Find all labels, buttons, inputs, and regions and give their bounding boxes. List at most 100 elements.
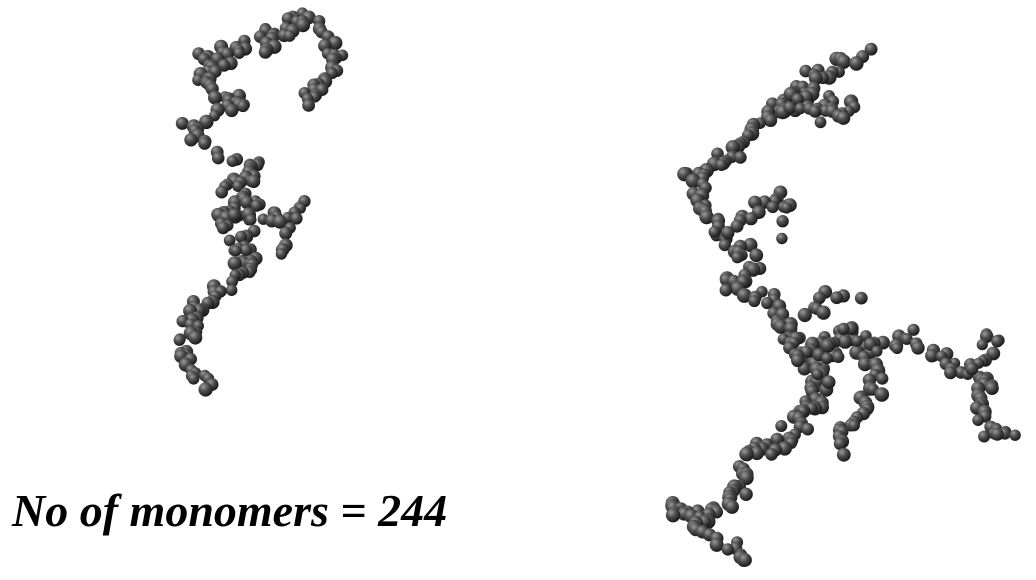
monomer-sphere xyxy=(225,284,238,297)
monomer-sphere xyxy=(240,195,254,209)
right-aggregate-cluster xyxy=(665,42,1021,567)
monomer-sphere xyxy=(776,215,789,228)
monomer-sphere xyxy=(734,151,747,164)
monomer-sphere xyxy=(990,427,1004,441)
monomer-sphere xyxy=(848,419,860,432)
monomer-sphere xyxy=(791,353,805,367)
monomer-sphere xyxy=(891,342,903,354)
monomer-sphere xyxy=(854,291,868,305)
monomer-sphere xyxy=(184,133,198,147)
monomer-sphere xyxy=(849,56,864,71)
monomer-sphere xyxy=(258,45,272,59)
monomer-sphere xyxy=(295,18,311,33)
monomer-sphere xyxy=(820,338,835,353)
monomer-sphere xyxy=(748,295,761,308)
monomer-sphere xyxy=(830,291,844,305)
monomer-sphere xyxy=(250,199,263,212)
monomer-sphere xyxy=(976,339,988,351)
monomer-sphere xyxy=(230,245,242,257)
monomer-sphere xyxy=(761,296,774,310)
monomer-sphere xyxy=(775,420,788,432)
monomer-sphere xyxy=(808,71,823,85)
monomer-sphere xyxy=(821,352,833,365)
monomer-sphere xyxy=(198,382,213,397)
monomer-sphere xyxy=(247,174,261,188)
monomer-sphere xyxy=(302,99,315,112)
monomer-sphere xyxy=(836,447,851,462)
monomer-sphere xyxy=(764,113,778,127)
monomer-sphere xyxy=(808,105,822,118)
monomer-sphere xyxy=(290,212,303,225)
monomer-count-caption: No of monomers = 244 xyxy=(12,485,448,536)
monomer-sphere xyxy=(816,305,831,320)
monomer-sphere xyxy=(328,35,343,51)
monomer-sphere xyxy=(838,334,853,349)
monomer-sphere xyxy=(226,155,239,168)
monomer-sphere xyxy=(273,214,287,229)
monomer-sphere xyxy=(794,102,806,115)
monomer-sphere xyxy=(985,381,999,396)
monomer-sphere xyxy=(225,103,239,118)
monomer-sphere xyxy=(813,291,826,305)
monomer-sphere xyxy=(232,180,244,192)
monomer-sphere xyxy=(836,111,851,125)
monomer-sphere xyxy=(925,349,939,363)
monomer-sphere xyxy=(240,243,253,257)
monomer-sphere xyxy=(797,307,812,323)
monomer-sphere xyxy=(736,288,752,303)
monomer-sphere xyxy=(851,335,863,347)
monomer-sphere xyxy=(721,543,734,556)
monomer-sphere xyxy=(275,248,288,260)
monomer-sphere xyxy=(173,334,186,346)
monomer-sphere xyxy=(211,151,225,165)
monomer-sphere xyxy=(821,375,836,390)
monomer-sphere xyxy=(837,322,850,336)
monomer-sphere xyxy=(226,275,239,288)
monomer-sphere xyxy=(907,323,920,336)
monomer-sphere xyxy=(731,251,744,264)
monomer-sphere xyxy=(901,333,913,345)
monomer-sphere xyxy=(965,362,979,376)
monomer-sphere xyxy=(721,226,735,240)
monomer-sphere xyxy=(832,350,845,363)
monomer-sphere xyxy=(715,159,728,172)
monomer-sphere xyxy=(709,537,724,552)
monomer-sphere xyxy=(708,226,721,238)
monomer-sphere xyxy=(719,283,733,297)
monomer-sphere xyxy=(188,330,203,345)
monomer-sphere xyxy=(743,237,758,253)
monomer-sphere xyxy=(871,345,883,357)
monomer-sphere xyxy=(233,47,245,59)
monomer-sphere xyxy=(765,448,778,461)
monomer-sphere xyxy=(175,116,189,130)
monomer-sphere xyxy=(725,499,739,514)
monomer-sphere xyxy=(739,446,754,462)
monomer-sphere xyxy=(744,212,758,226)
monomer-sphere xyxy=(833,437,847,451)
monomer-sphere xyxy=(223,234,236,247)
monomer-sphere xyxy=(198,137,211,150)
monomer-sphere xyxy=(1009,429,1021,441)
monomer-sphere xyxy=(836,54,851,69)
monomer-sphere xyxy=(944,366,957,380)
monomer-sphere xyxy=(685,173,701,189)
monomer-sphere xyxy=(874,387,890,402)
monomer-sphere xyxy=(972,414,984,427)
monomer-sphere xyxy=(738,553,752,567)
monomer-sphere xyxy=(791,93,804,106)
monomer-sphere xyxy=(699,209,714,225)
left-aggregate-cluster xyxy=(173,7,349,397)
monomer-sphere xyxy=(718,239,731,252)
monomer-sphere xyxy=(665,508,681,523)
monomer-sphere xyxy=(801,422,814,436)
monomer-sphere xyxy=(235,230,248,243)
monomer-sphere xyxy=(814,116,827,129)
monomer-sphere xyxy=(245,214,257,226)
monomer-sphere xyxy=(749,248,764,263)
monomer-sphere xyxy=(750,446,764,461)
monomer-sphere xyxy=(216,221,230,235)
monomer-sphere xyxy=(739,487,753,501)
monomer-sphere xyxy=(725,140,740,155)
